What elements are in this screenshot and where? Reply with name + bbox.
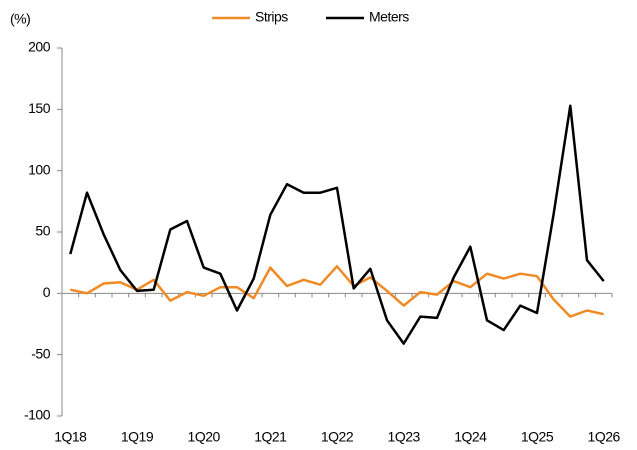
y-tick-label: 50 <box>35 223 50 239</box>
line-series <box>70 265 604 318</box>
legend-label: Strips <box>255 9 288 25</box>
x-tick-label: 1Q21 <box>254 429 287 445</box>
x-tick-label: 1Q25 <box>521 429 554 445</box>
x-tick-label: 1Q20 <box>188 429 221 445</box>
x-tick-label: 1Q18 <box>54 429 87 445</box>
x-tick-label: 1Q22 <box>321 429 354 445</box>
y-tick-label: 200 <box>28 39 51 55</box>
x-tick-label: 1Q19 <box>121 429 154 445</box>
line-series <box>69 104 605 345</box>
y-tick-label: 0 <box>43 284 51 300</box>
y-tick-label: -50 <box>31 345 50 361</box>
y-tick-label: 150 <box>28 100 51 116</box>
x-tick-label: 1Q26 <box>588 429 621 445</box>
y-axis-label: (%) <box>10 11 30 27</box>
legend-label: Meters <box>369 9 409 25</box>
y-tick-label: -100 <box>24 407 51 423</box>
x-tick-label: 1Q23 <box>388 429 421 445</box>
y-tick-label: 100 <box>28 161 51 177</box>
x-tick-label: 1Q24 <box>454 429 487 445</box>
